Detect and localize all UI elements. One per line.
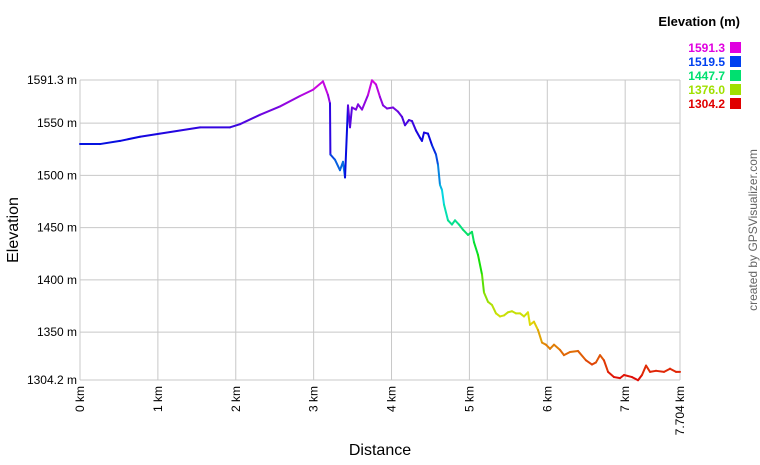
legend-label: 1304.2 [688,97,725,111]
elevation-segment [402,117,405,125]
elevation-segment [422,133,424,141]
legend-title: Elevation (m) [658,14,740,29]
legend-swatch [730,98,741,109]
elevation-segment [100,141,120,144]
y-tick-label: 1450 m [37,221,77,235]
legend-swatch [730,56,741,67]
elevation-segment [280,96,300,106]
grid [80,80,680,380]
elevation-segment [120,137,140,141]
elevation-segment [328,95,330,103]
elevation-segment [528,312,530,325]
y-axis-ticks: 1591.3 m 1550 m 1500 m 1450 m 1400 m 1350 m 13… [27,73,77,387]
elevation-segment [313,81,323,89]
elevation-segment [664,369,670,372]
elevation-segment [570,351,578,352]
elevation-line [80,80,680,380]
elevation-segment [578,351,586,360]
elevation-segment [438,165,440,185]
elevation-segment [362,95,368,110]
x-tick-label: 1 km [151,386,165,412]
elevation-segment [380,97,383,105]
elevation-segment [478,255,482,275]
x-tick-label: 3 km [307,386,321,412]
y-tick-label: 1304.2 m [27,373,77,387]
elevation-segment [604,360,608,371]
elevation-segment [492,305,496,313]
elevation-segment [376,84,380,97]
legend-swatch [730,70,741,81]
elevation-segment [586,360,592,364]
x-axis-ticks: 0 km 1 km 2 km 3 km 4 km 5 km 6 km 7 km 7.704 km [73,386,687,435]
x-tick-label: 4 km [385,386,399,412]
elevation-segment [554,345,560,350]
y-tick-label: 1350 m [37,325,77,339]
x-tick-label: 2 km [229,386,243,412]
elevation-segment [474,242,478,255]
y-tick-label: 1500 m [37,168,77,182]
elevation-segment [596,355,600,362]
y-tick-label: 1591.3 m [27,73,77,87]
elevation-segment [642,366,646,375]
elevation-segment [180,127,200,130]
elevation-segment [260,106,280,114]
x-tick-label: 6 km [540,386,554,412]
elevation-segment [646,366,650,372]
elevation-segment [345,105,348,177]
elevation-segment [140,134,160,137]
y-tick-label: 1400 m [37,273,77,287]
credit-text: created by GPSVisualizer.com [746,149,760,311]
legend-swatch [730,84,741,95]
legend-label: 1519.5 [688,55,725,69]
y-tick-label: 1550 m [37,116,77,130]
legend-label: 1591.3 [688,41,725,55]
elevation-segment [482,275,484,293]
elevation-segment [472,232,474,242]
legend-label: 1376.0 [688,83,725,97]
elevation-segment [230,124,240,127]
elevation-segment [428,134,432,145]
elevation-segment [670,369,676,372]
elevation-segment [350,107,352,127]
elevation-segment [160,130,180,133]
x-tick-label: 0 km [73,386,87,412]
elevation-segment [335,160,340,170]
legend-label: 1447.7 [688,69,725,83]
elevation-segment [564,352,570,355]
elevation-segment [463,230,468,235]
x-tick-label: 7 km [618,386,632,412]
elevation-segment [534,322,538,330]
elevation-segment [484,292,488,301]
x-tick-label: 5 km [462,386,476,412]
elevation-segment [436,155,438,165]
elevation-segment [412,121,416,130]
elevation-segment [300,90,313,96]
elevation-segment [323,81,328,95]
elevation-segment [330,155,335,160]
elevation-segment [416,130,420,137]
x-axis-label: Distance [349,442,411,459]
elevation-segment [432,145,436,154]
elevation-segment [608,372,614,377]
x-tick-label: 7.704 km [673,386,687,435]
elevation-segment [444,205,448,221]
elevation-segment [368,80,372,95]
legend-swatch [730,42,741,53]
elevation-segment [656,371,664,372]
elevation-segment [442,190,444,205]
y-axis-label: Elevation [5,197,22,263]
